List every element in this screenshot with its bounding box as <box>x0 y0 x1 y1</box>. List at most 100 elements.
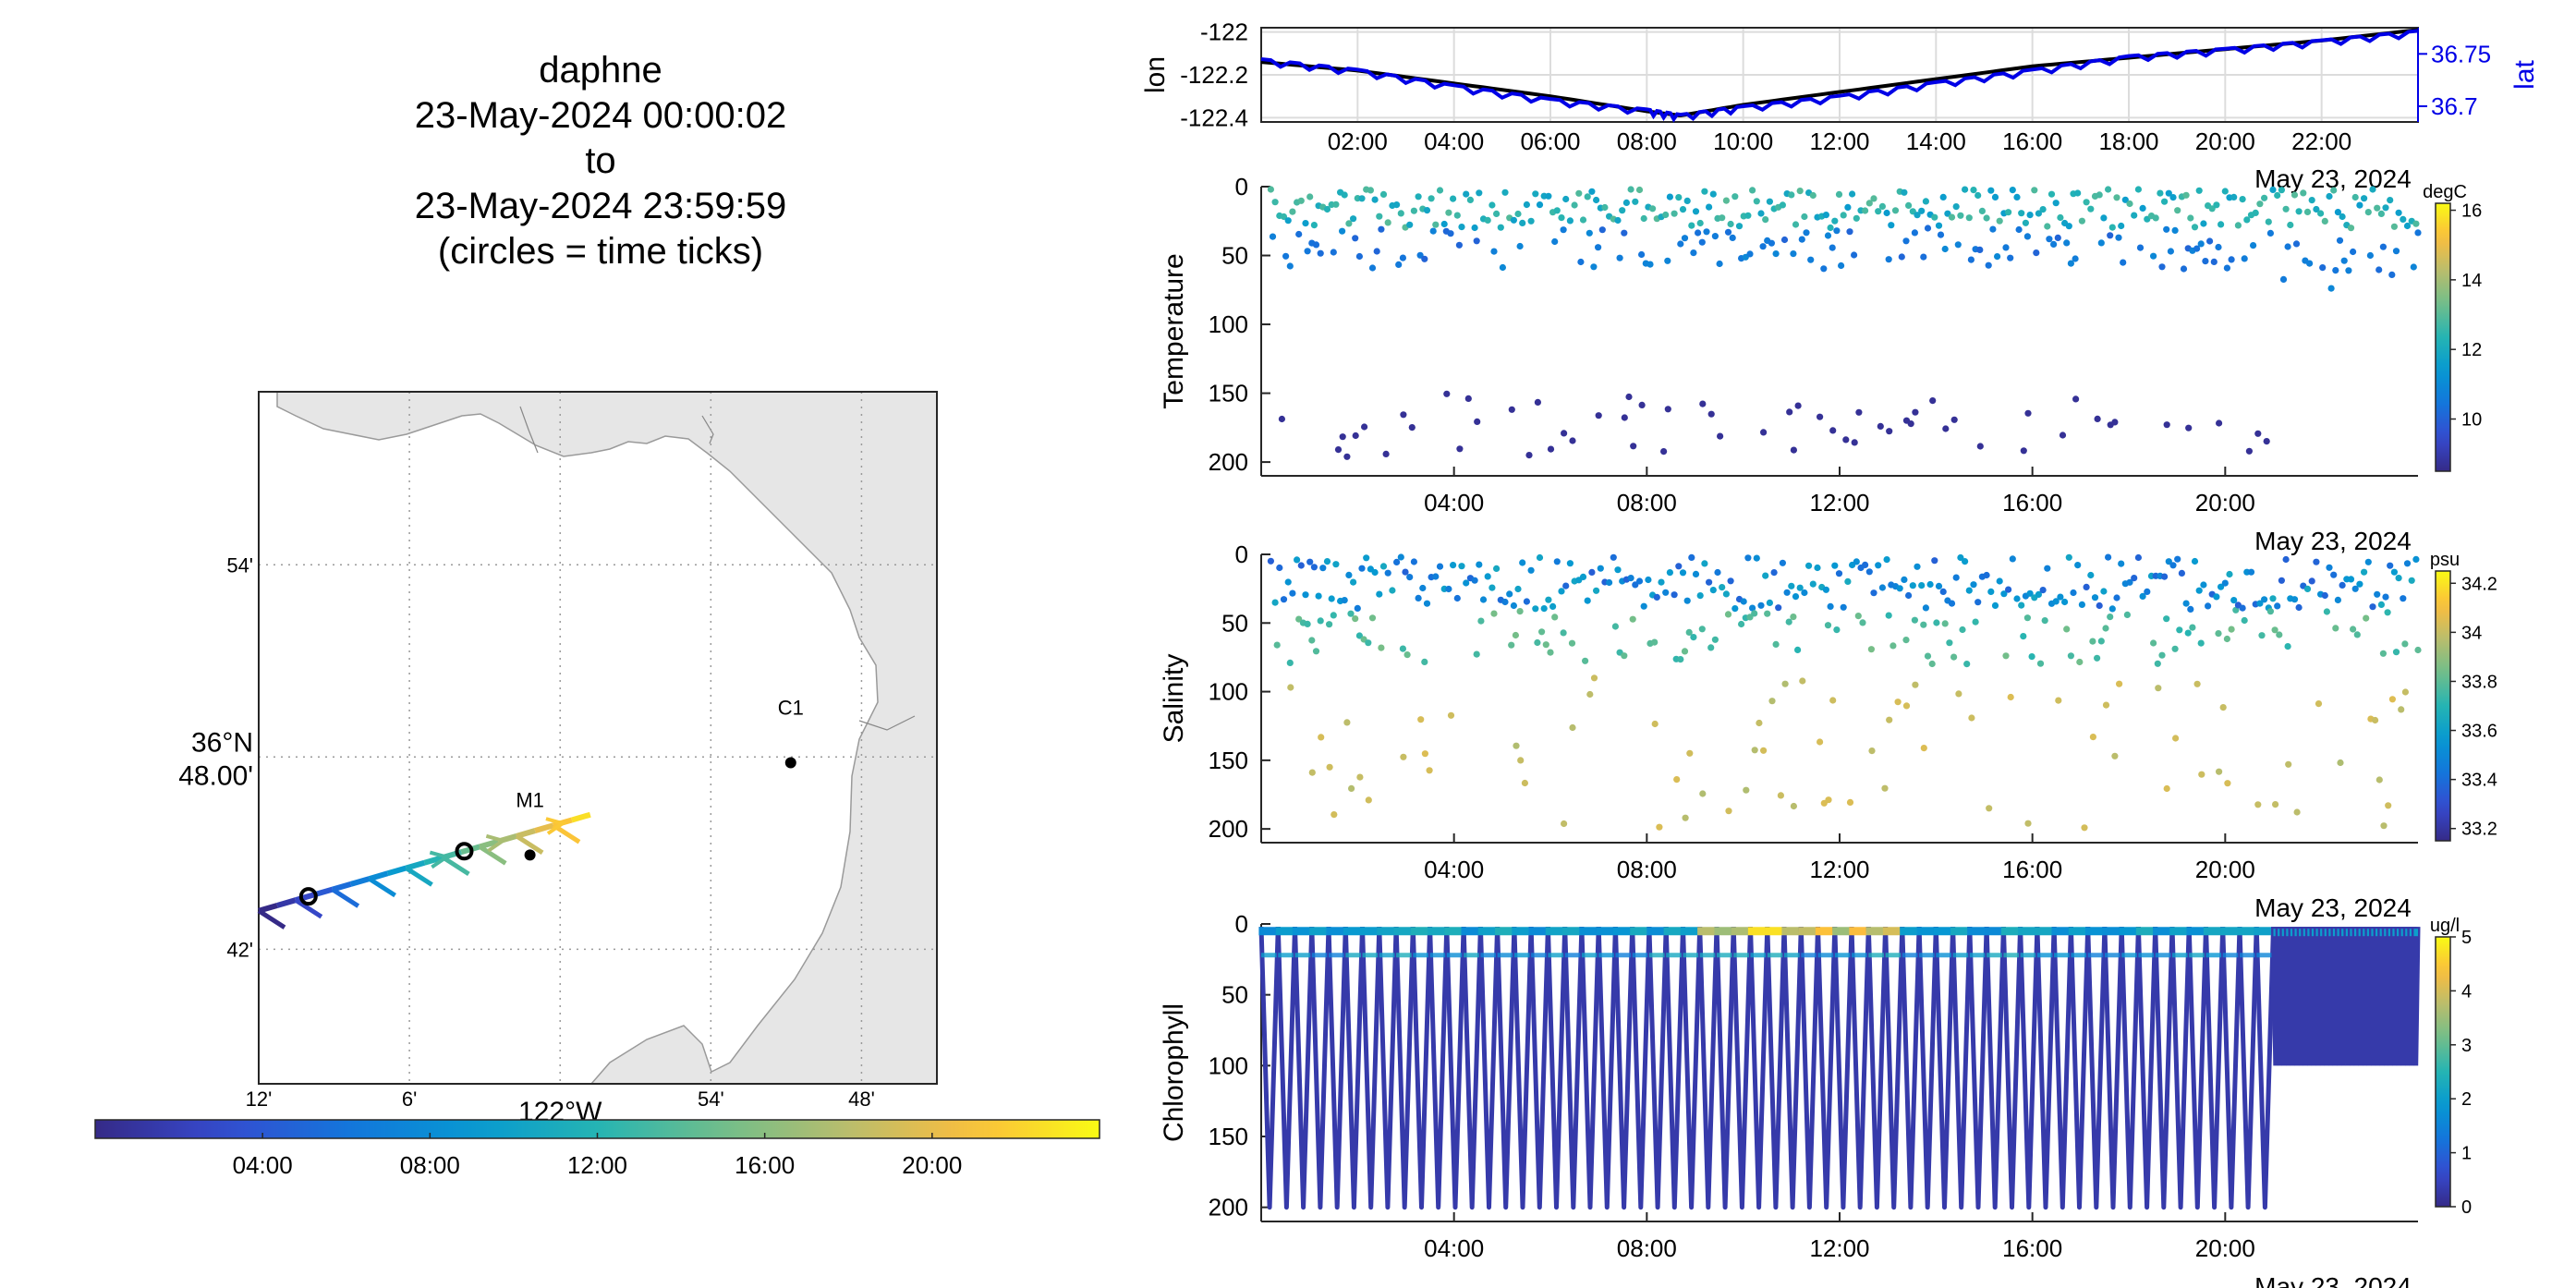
data-point <box>1284 217 1292 225</box>
data-point <box>1946 639 1953 647</box>
data-point <box>1382 450 1390 457</box>
data-point <box>2182 191 2190 199</box>
track-segment <box>295 892 315 904</box>
x-tick-label: 08:00 <box>1617 489 1677 516</box>
data-point <box>2361 568 2368 576</box>
data-point <box>2382 593 2389 601</box>
data-point <box>1912 408 1919 416</box>
data-point <box>2215 630 2222 638</box>
data-point <box>1399 645 1406 652</box>
data-point <box>1445 209 1452 216</box>
data-point <box>2400 215 2407 223</box>
data-point <box>1479 596 1488 603</box>
circles-note: (circles = time ticks) <box>437 231 764 272</box>
profile-line <box>1579 927 1601 1210</box>
data-point <box>1429 227 1437 235</box>
data-point <box>1519 559 1526 566</box>
data-point <box>2063 239 2071 247</box>
colorbar-tick-label: 16 <box>2461 201 2482 222</box>
data-point <box>1358 195 1366 202</box>
data-point <box>2256 200 2264 208</box>
data-point <box>2332 625 2339 632</box>
data-point <box>2382 204 2389 212</box>
data-point <box>2221 188 2229 195</box>
station-label: C1 <box>778 697 804 720</box>
data-point <box>2113 594 2120 601</box>
data-point <box>1649 205 1657 213</box>
data-point <box>1426 767 1433 774</box>
data-point <box>1952 203 1960 211</box>
data-point <box>1352 615 1359 623</box>
data-point <box>1317 249 1324 257</box>
data-point <box>1759 243 1767 250</box>
data-point <box>1397 553 1404 561</box>
data-point <box>1306 558 1314 565</box>
data-point <box>1619 207 1626 214</box>
x-tick-label: 12:00 <box>1809 1234 1869 1262</box>
data-point <box>1516 608 1524 615</box>
y-tick-label: 100 <box>1209 1051 1248 1079</box>
colorbar <box>2435 570 2451 842</box>
data-point <box>1831 562 1839 569</box>
track-arrow <box>429 850 452 869</box>
data-point <box>2330 187 2338 194</box>
data-point <box>2174 555 2181 563</box>
data-point <box>1902 702 1911 710</box>
colorbar-tick-label: 12 <box>2461 340 2482 360</box>
data-point <box>1905 201 1913 209</box>
profile-line <box>1258 927 1281 1210</box>
data-point <box>1698 238 1706 246</box>
data-point <box>1280 596 1288 603</box>
data-point <box>2254 801 2262 808</box>
data-point <box>1851 439 1858 446</box>
data-point <box>1267 557 1274 565</box>
data-point <box>1584 597 1591 604</box>
data-point <box>1455 241 1463 249</box>
track-zigzag <box>478 844 507 866</box>
data-point <box>1881 784 1889 792</box>
data-point <box>2047 190 2056 198</box>
colorbar <box>2435 202 2451 472</box>
data-point <box>2067 260 2074 267</box>
data-point <box>2134 553 2142 562</box>
data-point <box>1706 203 1713 211</box>
data-point <box>1376 213 1383 220</box>
data-point <box>2278 187 2285 194</box>
data-point <box>2039 587 2047 594</box>
data-point <box>2152 214 2159 222</box>
data-point <box>1378 644 1385 651</box>
y-tick-label: 150 <box>1209 747 1248 774</box>
data-point <box>1749 604 1756 612</box>
data-point <box>2172 735 2180 742</box>
data-point <box>2392 649 2400 656</box>
data-point <box>2401 688 2409 696</box>
data-point <box>1471 224 1478 232</box>
data-point <box>1421 255 1428 262</box>
data-point <box>1753 554 1760 562</box>
data-point <box>1286 262 1294 270</box>
date-label: May 23, 2024 <box>2254 1272 2412 1288</box>
data-point <box>1825 796 1832 804</box>
y-tick-label: 200 <box>1209 815 1248 843</box>
data-point <box>1920 621 1927 628</box>
data-point <box>2031 187 2038 194</box>
data-point <box>2261 194 2268 201</box>
data-point <box>1371 568 1379 577</box>
data-point <box>2197 639 2205 647</box>
data-point <box>2374 204 2381 212</box>
data-point <box>1886 716 1893 723</box>
data-point <box>1323 558 1331 565</box>
data-point <box>1371 196 1379 203</box>
data-point <box>2111 419 2119 426</box>
data-point <box>1701 560 1708 567</box>
data-point <box>1269 233 1277 240</box>
data-point <box>1749 187 1756 194</box>
data-point <box>2261 596 2268 603</box>
data-point <box>1488 584 1496 591</box>
data-point <box>1432 573 1440 580</box>
data-point <box>1846 228 1853 236</box>
data-point <box>1601 203 1609 212</box>
data-point <box>1368 264 1377 272</box>
data-point <box>1660 448 1668 456</box>
